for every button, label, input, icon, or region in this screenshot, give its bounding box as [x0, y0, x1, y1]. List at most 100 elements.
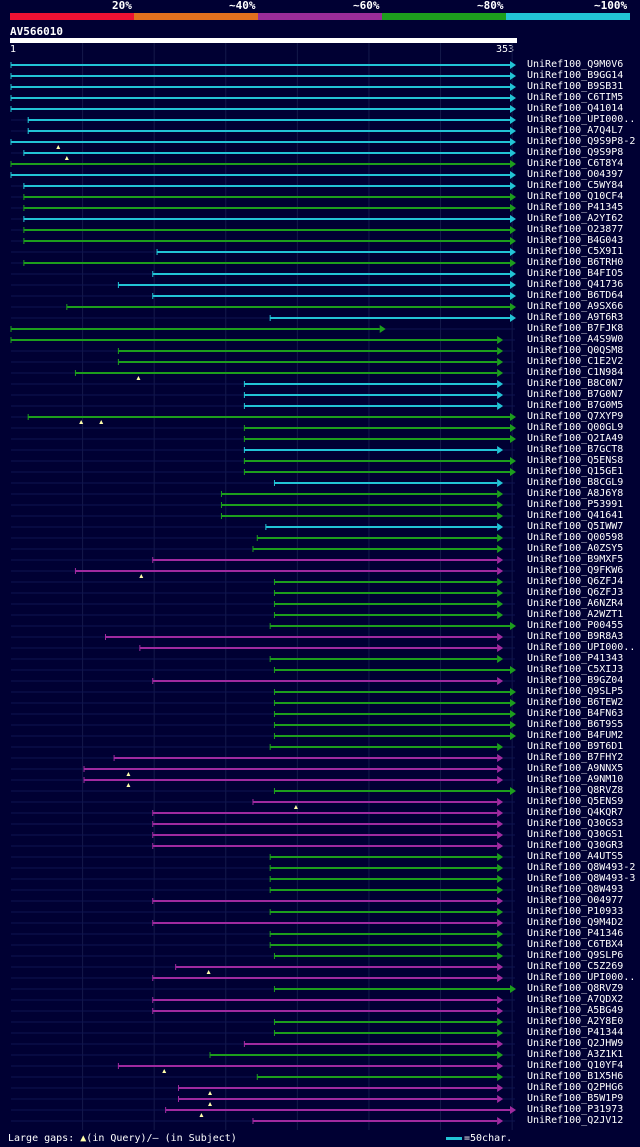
hit-label[interactable]: UniRef100_B4G043	[527, 235, 624, 246]
hit-label[interactable]: UniRef100_Q10CF4	[527, 191, 624, 202]
hit-label[interactable]: UniRef100_B7FHY2	[527, 752, 624, 763]
hit-label[interactable]: UniRef100_A4S9W0	[527, 334, 624, 345]
hit-label[interactable]: UniRef100_A9NM10	[527, 774, 624, 785]
hit-label[interactable]: UniRef100_C1E2V2	[527, 356, 624, 367]
hit-label[interactable]: UniRef100_Q9SLP5	[527, 686, 624, 697]
hit-label[interactable]: UniRef100_B9R8A3	[527, 631, 624, 642]
hit-label[interactable]: UniRef100_P41345	[527, 202, 624, 213]
hit-label[interactable]: UniRef100_C6TBX4	[527, 939, 624, 950]
hit-label[interactable]: UniRef100_B7GCT8	[527, 444, 624, 455]
hit-label[interactable]: UniRef100_A7QDX2	[527, 994, 624, 1005]
hit-label[interactable]: UniRef100_Q0QSM8	[527, 345, 624, 356]
hit-label[interactable]: UniRef100_C1N984	[527, 367, 624, 378]
hit-label[interactable]: UniRef100_A5BG49	[527, 1005, 624, 1016]
hit-label[interactable]: UniRef100_A3Z1K1	[527, 1049, 624, 1060]
hit-label[interactable]: UniRef100_A7Q4L7	[527, 125, 624, 136]
hit-label[interactable]: UniRef100_C5X9I1	[527, 246, 624, 257]
hit-label[interactable]: UniRef100_B8CGL9	[527, 477, 624, 488]
hit-label[interactable]: UniRef100_P00455	[527, 620, 624, 631]
hit-label[interactable]: UniRef100_Q2PHG6	[527, 1082, 624, 1093]
hit-label[interactable]: UniRef100_Q41014	[527, 103, 624, 114]
hit-label[interactable]: UniRef100_C5XIJ3	[527, 664, 624, 675]
hit-label[interactable]: UniRef100_Q9SLP6	[527, 950, 624, 961]
hit-label[interactable]: UniRef100_P41346	[527, 928, 624, 939]
hit-label[interactable]: UniRef100_B7G0M5	[527, 400, 624, 411]
hit-label[interactable]: UniRef100_Q00GL9	[527, 422, 624, 433]
hit-label[interactable]: UniRef100_C5Z269	[527, 961, 624, 972]
hit-label[interactable]: UniRef100_Q9FKW6	[527, 565, 624, 576]
hit-label[interactable]: UniRef100_Q6ZFJ3	[527, 587, 624, 598]
hit-label[interactable]: UniRef100_Q2JV12	[527, 1115, 624, 1126]
hit-label[interactable]: UniRef100_Q00598	[527, 532, 624, 543]
hit-label[interactable]: UniRef100_Q8W493-2	[527, 862, 636, 873]
hit-label[interactable]: UniRef100_B9SB31	[527, 81, 624, 92]
hit-label[interactable]: UniRef100_O04397	[527, 169, 624, 180]
hit-label[interactable]: UniRef100_P53991	[527, 499, 624, 510]
hit-label[interactable]: UniRef100_B6TRH0	[527, 257, 624, 268]
hit-label[interactable]: UniRef100_A2Y8E0	[527, 1016, 624, 1027]
alignment-arrow	[497, 567, 504, 575]
hit-label[interactable]: UniRef100_Q5ENS9	[527, 796, 624, 807]
hit-label[interactable]: UniRef100_Q41736	[527, 279, 624, 290]
alignment-arrow	[510, 160, 516, 168]
hit-label[interactable]: UniRef100_Q8RVZ8	[527, 785, 624, 796]
hit-label[interactable]: UniRef100_A9NNX5	[527, 763, 624, 774]
hit-label[interactable]: UniRef100_Q8W493-3	[527, 873, 636, 884]
hit-label[interactable]: UniRef100_B4FIO5	[527, 268, 624, 279]
hit-label[interactable]: UniRef100_B7FJK8	[527, 323, 624, 334]
hit-label[interactable]: UniRef100_B9GG14	[527, 70, 624, 81]
hit-label[interactable]: UniRef100_Q8W493	[527, 884, 624, 895]
alignment-arrow	[510, 127, 516, 135]
hit-label[interactable]: UniRef100_A9T6R3	[527, 312, 624, 323]
hit-label[interactable]: UniRef100_A6NZR4	[527, 598, 624, 609]
hit-label[interactable]: UniRef100_A9SX66	[527, 301, 624, 312]
hit-label[interactable]: UniRef100_O04977	[527, 895, 624, 906]
hit-label[interactable]: UniRef100_Q8RVZ9	[527, 983, 624, 994]
hit-label[interactable]: UniRef100_UPI000..	[527, 642, 636, 653]
hit-label[interactable]: UniRef100_B5W1P9	[527, 1093, 624, 1104]
hit-label[interactable]: UniRef100_Q30GR3	[527, 840, 624, 851]
hit-label[interactable]: UniRef100_B9GZ04	[527, 675, 624, 686]
hit-label[interactable]: UniRef100_A2YI62	[527, 213, 624, 224]
hit-label[interactable]: UniRef100_B9MXF5	[527, 554, 624, 565]
hit-label[interactable]: UniRef100_Q15GE1	[527, 466, 624, 477]
hit-label[interactable]: UniRef100_B6T9S5	[527, 719, 624, 730]
hit-label[interactable]: UniRef100_A2WZT1	[527, 609, 624, 620]
hit-label[interactable]: UniRef100_Q5ENS8	[527, 455, 624, 466]
hit-label[interactable]: UniRef100_P10933	[527, 906, 624, 917]
hit-label[interactable]: UniRef100_Q7XYP9	[527, 411, 624, 422]
hit-label[interactable]: UniRef100_B7G0N7	[527, 389, 624, 400]
hit-label[interactable]: UniRef100_A8J6Y8	[527, 488, 624, 499]
hit-label[interactable]: UniRef100_A0ZSY5	[527, 543, 624, 554]
hit-label[interactable]: UniRef100_Q9S9P8	[527, 147, 624, 158]
hit-label[interactable]: UniRef100_Q6ZFJ4	[527, 576, 624, 587]
hit-label[interactable]: UniRef100_O23877	[527, 224, 624, 235]
hit-label[interactable]: UniRef100_Q4KQR7	[527, 807, 624, 818]
hit-label[interactable]: UniRef100_P41343	[527, 653, 624, 664]
hit-label[interactable]: UniRef100_Q2IA49	[527, 433, 624, 444]
hit-label[interactable]: UniRef100_P41344	[527, 1027, 624, 1038]
hit-label[interactable]: UniRef100_B8C0N7	[527, 378, 624, 389]
hit-label[interactable]: UniRef100_Q10YF4	[527, 1060, 624, 1071]
hit-label[interactable]: UniRef100_C6T8Y4	[527, 158, 624, 169]
hit-label[interactable]: UniRef100_UPI000..	[527, 972, 636, 983]
hit-label[interactable]: UniRef100_UPI000..	[527, 114, 636, 125]
hit-label[interactable]: UniRef100_C5WY84	[527, 180, 624, 191]
hit-label[interactable]: UniRef100_B6TEW2	[527, 697, 624, 708]
hit-label[interactable]: UniRef100_B4FUM2	[527, 730, 624, 741]
hit-label[interactable]: UniRef100_B4FN63	[527, 708, 624, 719]
hit-label[interactable]: UniRef100_C6TIM5	[527, 92, 624, 103]
hit-label[interactable]: UniRef100_Q9S9P8-2	[527, 136, 636, 147]
hit-label[interactable]: UniRef100_Q30GS1	[527, 829, 624, 840]
hit-label[interactable]: UniRef100_B1X5H6	[527, 1071, 624, 1082]
hit-label[interactable]: UniRef100_B6TD64	[527, 290, 624, 301]
hit-label[interactable]: UniRef100_Q5IWW7	[527, 521, 624, 532]
hit-label[interactable]: UniRef100_Q9M4D2	[527, 917, 624, 928]
hit-label[interactable]: UniRef100_P31973	[527, 1104, 624, 1115]
hit-label[interactable]: UniRef100_Q30GS3	[527, 818, 624, 829]
hit-label[interactable]: UniRef100_Q9M0V6	[527, 59, 624, 70]
hit-label[interactable]: UniRef100_Q41641	[527, 510, 624, 521]
hit-label[interactable]: UniRef100_Q2JHW9	[527, 1038, 624, 1049]
hit-label[interactable]: UniRef100_B9T6D1	[527, 741, 624, 752]
hit-label[interactable]: UniRef100_A4UTS5	[527, 851, 624, 862]
